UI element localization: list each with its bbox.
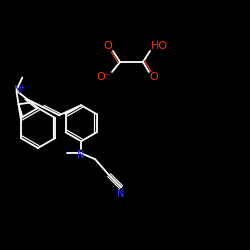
Text: +: + [18, 83, 24, 92]
Text: N: N [14, 86, 21, 96]
Text: O: O [150, 72, 158, 82]
Text: N: N [118, 189, 125, 199]
Text: O⁻: O⁻ [97, 72, 111, 82]
Text: HO: HO [150, 41, 168, 51]
Text: N: N [78, 150, 85, 160]
Text: O: O [104, 41, 112, 51]
